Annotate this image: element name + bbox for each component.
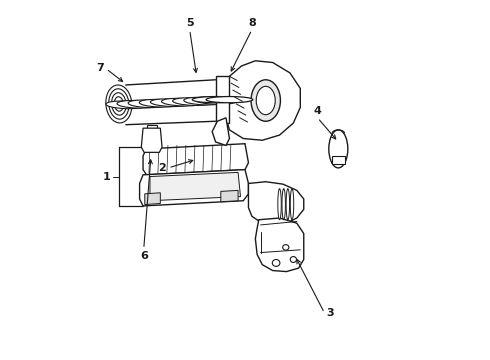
Text: 6: 6 [140,251,147,261]
Ellipse shape [109,89,129,119]
Ellipse shape [286,189,290,220]
Text: 3: 3 [326,308,334,318]
Ellipse shape [117,100,157,108]
Polygon shape [143,144,248,175]
Text: 1: 1 [103,172,111,181]
Polygon shape [216,76,229,123]
Text: 7: 7 [96,63,104,73]
Ellipse shape [251,80,280,121]
Text: 8: 8 [248,18,256,28]
Polygon shape [145,193,160,204]
Ellipse shape [128,100,168,108]
Ellipse shape [272,260,280,266]
Ellipse shape [139,99,180,107]
Ellipse shape [290,257,296,262]
Polygon shape [141,128,162,152]
Polygon shape [332,156,344,165]
Ellipse shape [282,189,286,220]
Polygon shape [221,190,238,202]
Polygon shape [248,182,304,225]
Polygon shape [147,125,157,129]
Polygon shape [150,172,241,201]
Text: 5: 5 [186,18,194,28]
Ellipse shape [256,86,275,115]
Polygon shape [140,170,248,206]
Ellipse shape [106,101,146,109]
Ellipse shape [106,85,132,123]
Text: 2: 2 [158,163,166,173]
Ellipse shape [114,97,123,111]
Ellipse shape [206,96,253,103]
Ellipse shape [184,97,225,105]
Ellipse shape [112,93,126,115]
Text: 4: 4 [314,106,321,116]
Ellipse shape [195,96,236,104]
Ellipse shape [283,245,289,250]
Ellipse shape [329,130,348,168]
Ellipse shape [192,96,239,103]
Ellipse shape [172,98,214,105]
Ellipse shape [162,98,202,106]
Ellipse shape [150,99,191,107]
Polygon shape [126,80,216,125]
Ellipse shape [290,189,294,220]
Ellipse shape [278,189,281,220]
Polygon shape [226,61,300,140]
Polygon shape [255,218,304,271]
Polygon shape [212,118,229,145]
